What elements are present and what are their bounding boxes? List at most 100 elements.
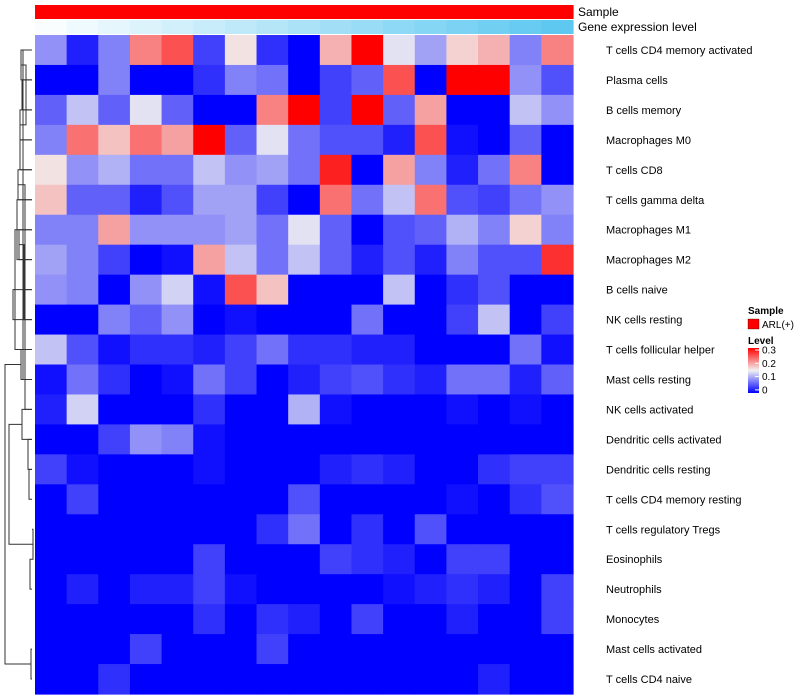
dendrogram-branch <box>12 289 32 321</box>
heatmap-cell <box>319 394 353 426</box>
heatmap-cell <box>98 304 131 336</box>
heatmap-cell <box>288 124 321 156</box>
heatmap-cell <box>161 184 194 216</box>
heatmap-cell <box>98 124 131 156</box>
heatmap-cell <box>256 124 289 156</box>
heatmap-cell <box>98 64 131 96</box>
annotation-cell-sample <box>414 5 448 19</box>
dendrogram-branch <box>29 558 32 590</box>
heatmap-cell <box>193 394 226 426</box>
heatmap-cell <box>98 424 131 455</box>
heatmap-cell <box>446 664 479 695</box>
heatmap-cell <box>414 484 448 515</box>
heatmap-cell <box>66 244 99 276</box>
row-label: T cells CD4 memory resting <box>606 494 742 506</box>
heatmap-cell <box>193 334 226 366</box>
heatmap-cell <box>319 424 353 455</box>
heatmap-cell <box>351 364 384 396</box>
heatmap-cell <box>414 154 448 186</box>
heatmap-cell <box>351 184 384 216</box>
heatmap-cell <box>541 664 574 695</box>
heatmap-cell <box>478 274 511 306</box>
heatmap-cell <box>446 334 479 366</box>
heatmap-cell <box>129 154 163 186</box>
heatmap-cell <box>288 154 321 186</box>
legend-level-title: Level <box>748 336 774 347</box>
heatmap-cell <box>98 35 131 66</box>
heatmap-cell <box>256 424 289 455</box>
heatmap-cell <box>66 634 99 665</box>
annotation-cell-gene-expression <box>256 20 289 34</box>
heatmap-cell <box>161 394 194 426</box>
row-label: B cells naive <box>606 285 668 297</box>
heatmap-cell <box>446 364 479 396</box>
heatmap-cell <box>66 574 99 605</box>
annotation-cell-gene-expression <box>98 20 131 34</box>
heatmap-cell <box>256 394 289 426</box>
heatmap-cell <box>129 124 163 156</box>
row-label: NK cells activated <box>606 404 693 416</box>
annotation-cell-gene-expression <box>161 20 194 34</box>
heatmap-cell <box>66 184 99 216</box>
heatmap-cell <box>319 634 353 665</box>
heatmap-cell <box>193 244 226 276</box>
annotation-bars <box>35 5 574 34</box>
heatmap-cell <box>351 334 384 366</box>
annotation-cell-gene-expression <box>509 20 542 34</box>
heatmap-cell <box>224 454 258 485</box>
heatmap-cell <box>319 514 353 545</box>
dendrogram-branch <box>8 423 33 545</box>
annotation-cell-sample <box>161 5 194 19</box>
heatmap-cell <box>541 484 574 515</box>
heatmap-cell <box>319 304 353 336</box>
dendrogram-branch <box>19 139 32 171</box>
row-labels: T cells CD4 memory activated Plasma cells… <box>606 45 753 686</box>
annotation-cell-gene-expression <box>351 20 384 34</box>
heatmap-cell <box>98 454 131 485</box>
heatmap-cell <box>224 334 258 366</box>
heatmap-cell <box>193 364 226 396</box>
heatmap-cell <box>224 664 258 695</box>
heatmap-cell <box>35 454 68 485</box>
heatmap-cell <box>98 214 131 246</box>
heatmap-cell <box>66 394 99 426</box>
heatmap-cell <box>161 154 194 186</box>
heatmap-cell <box>446 544 479 575</box>
heatmap-cell <box>66 364 99 396</box>
heatmap-cell <box>161 94 194 126</box>
heatmap-cell <box>288 274 321 306</box>
heatmap-cell <box>383 454 416 485</box>
heatmap-cell <box>256 604 289 635</box>
row-label: T cells gamma delta <box>606 195 705 207</box>
heatmap-cell <box>383 214 416 246</box>
heatmap-cell <box>98 244 131 276</box>
heatmap-cell <box>509 364 542 396</box>
heatmap-cell <box>224 304 258 336</box>
heatmap-cell <box>478 424 511 455</box>
row-label: Macrophages M1 <box>606 225 691 237</box>
heatmap-cell <box>414 544 448 575</box>
heatmap-cell <box>288 244 321 276</box>
heatmap-cell <box>129 94 163 126</box>
row-label: T cells CD8 <box>606 165 663 177</box>
heatmap-cell <box>414 124 448 156</box>
heatmap-cell <box>414 664 448 695</box>
annotation-label-gene-expression: Gene expression level <box>578 20 697 34</box>
annotation-cell-gene-expression <box>383 20 416 34</box>
heatmap-cell <box>351 64 384 96</box>
heatmap-cell <box>288 304 321 336</box>
heatmap-cell <box>98 94 131 126</box>
heatmap-cell <box>66 664 99 695</box>
annotation-cell-sample <box>193 5 226 19</box>
heatmap-cell <box>66 214 99 246</box>
annotation-cell-gene-expression <box>319 20 353 34</box>
heatmap-cell <box>446 35 479 66</box>
annotation-cell-gene-expression <box>224 20 258 34</box>
legend-tick-label: 0.1 <box>762 372 776 383</box>
heatmap-cell <box>161 35 194 66</box>
heatmap-cell <box>351 574 384 605</box>
heatmap-cell <box>319 184 353 216</box>
heatmap-cell <box>35 124 68 156</box>
heatmap-cell <box>351 394 384 426</box>
heatmap-cell <box>478 634 511 665</box>
